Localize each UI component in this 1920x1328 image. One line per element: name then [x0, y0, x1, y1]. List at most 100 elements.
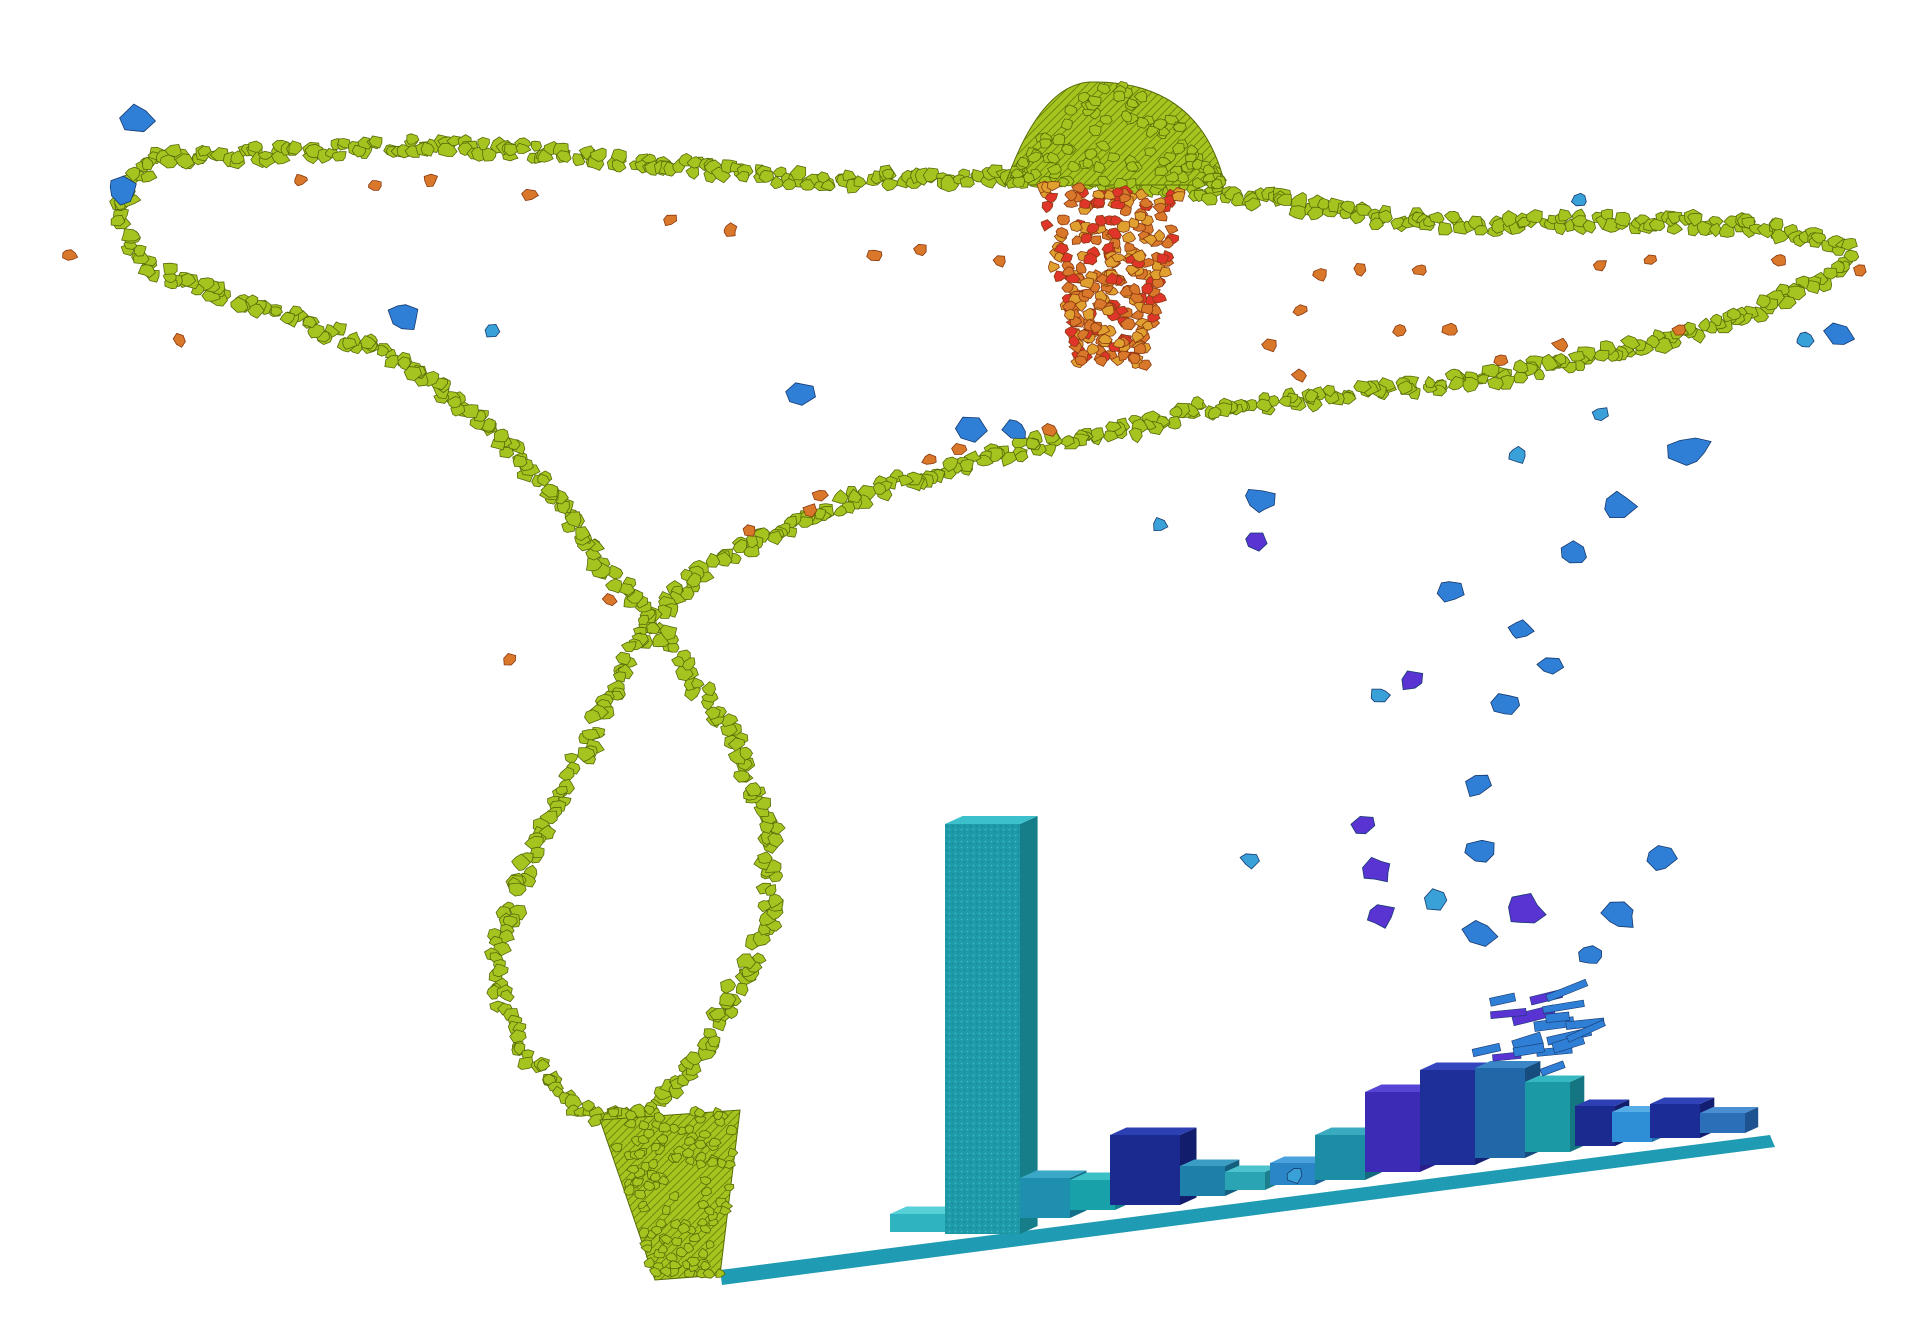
green-particle — [1619, 335, 1641, 350]
green-particle — [590, 147, 607, 162]
green-particle — [1756, 294, 1771, 309]
blue-fragment — [1461, 920, 1499, 947]
orange-particle — [1075, 355, 1088, 366]
green-particle — [1512, 359, 1529, 373]
blue-fragment — [109, 175, 137, 206]
funnel-particle — [649, 1267, 662, 1277]
dome-particle — [1191, 158, 1203, 170]
blue-fragments — [109, 103, 1856, 1185]
blue-shard — [1542, 999, 1585, 1014]
funnel-particle — [651, 1225, 662, 1236]
funnel-particle — [686, 1256, 701, 1267]
dome-particle — [1172, 122, 1187, 133]
bar-top — [1315, 1127, 1382, 1135]
bar-top — [1180, 1159, 1240, 1166]
blue-fragment — [1508, 892, 1547, 924]
funnel-particle — [640, 1244, 653, 1253]
blue-fragment — [119, 103, 157, 133]
orange-particle — [1141, 283, 1154, 295]
bar-top — [945, 816, 1038, 824]
green-particle — [659, 624, 678, 641]
dome-particle — [1154, 166, 1169, 177]
green-particle — [530, 140, 543, 152]
green-particle — [289, 305, 304, 317]
orange-particle — [1064, 326, 1078, 338]
blue-shard — [1565, 1019, 1606, 1043]
green-particle — [248, 140, 263, 153]
green-particle — [1304, 389, 1319, 403]
green-particle — [556, 500, 570, 515]
orange-particle — [1056, 214, 1070, 226]
funnel-particle — [719, 1205, 732, 1216]
green-particle — [500, 989, 515, 1003]
funnel-particle — [653, 1111, 666, 1123]
dome-particle — [1082, 157, 1094, 169]
green-particle — [536, 1058, 551, 1072]
green-particle — [940, 174, 960, 193]
dome-particle — [1052, 133, 1066, 146]
blue-fragment — [1507, 619, 1535, 639]
green-particle — [558, 766, 575, 782]
orange-particle — [1159, 266, 1173, 278]
orange-particle — [1093, 298, 1108, 310]
funnel-particle — [705, 1239, 715, 1250]
orange-fragment — [368, 180, 382, 191]
dome-particle — [1067, 160, 1081, 172]
blue-fragment — [1823, 322, 1856, 345]
green-particle — [831, 489, 849, 504]
orange-particle — [1053, 242, 1069, 255]
dome-particle — [1107, 152, 1121, 163]
funnel-particle — [623, 1183, 635, 1196]
orange-particle — [1134, 211, 1147, 222]
green-particle — [555, 786, 568, 796]
green-particle — [615, 651, 631, 666]
funnel-particle — [669, 1260, 683, 1270]
funnel-particle — [632, 1177, 645, 1187]
bar-top — [1475, 1061, 1541, 1068]
green-particle — [1230, 191, 1245, 207]
dome-particle — [1096, 82, 1111, 95]
dome-particle — [1126, 97, 1140, 109]
funnel-particle — [638, 1227, 650, 1239]
orange-particle — [1092, 197, 1106, 207]
green-particle — [701, 681, 717, 697]
orange-particle — [1083, 252, 1098, 266]
dome-particle — [1039, 138, 1052, 149]
funnel-particle — [643, 1128, 655, 1139]
green-particle — [337, 138, 351, 149]
green-particle — [1254, 398, 1273, 413]
green-particle — [159, 154, 178, 169]
green-particle — [1128, 427, 1143, 444]
blue-fragment — [1366, 904, 1396, 929]
green-particle — [512, 454, 528, 468]
green-particle — [331, 151, 347, 162]
orange-fragment — [742, 524, 756, 537]
orange-fragment — [663, 214, 678, 227]
green-particle — [637, 614, 650, 625]
green-particle — [368, 135, 383, 149]
green-particle — [1525, 209, 1543, 224]
green-particle — [1243, 197, 1261, 212]
green-particle — [511, 853, 531, 872]
funnel-particle — [684, 1136, 696, 1146]
green-particle — [1276, 193, 1293, 206]
dome-particle — [1145, 125, 1160, 139]
green-particle — [1558, 208, 1573, 222]
blue-shard — [1489, 992, 1517, 1007]
funnel-particle — [637, 1134, 650, 1145]
dome-particle — [1046, 151, 1061, 164]
blue-fragment — [1796, 331, 1815, 348]
orange-particle — [1044, 192, 1059, 204]
orange-particle — [1075, 261, 1087, 274]
green-particle — [789, 165, 807, 181]
blue-fragment — [1362, 856, 1391, 883]
orange-fragment — [294, 173, 308, 187]
green-particle — [732, 539, 748, 554]
bar-side — [1745, 1107, 1759, 1133]
funnel-particle — [623, 1118, 637, 1129]
orange-particle — [1139, 197, 1154, 209]
bar-top — [1110, 1127, 1197, 1135]
funnel-particle — [643, 1104, 655, 1116]
green-particle — [727, 737, 745, 752]
green-particle — [733, 769, 751, 783]
